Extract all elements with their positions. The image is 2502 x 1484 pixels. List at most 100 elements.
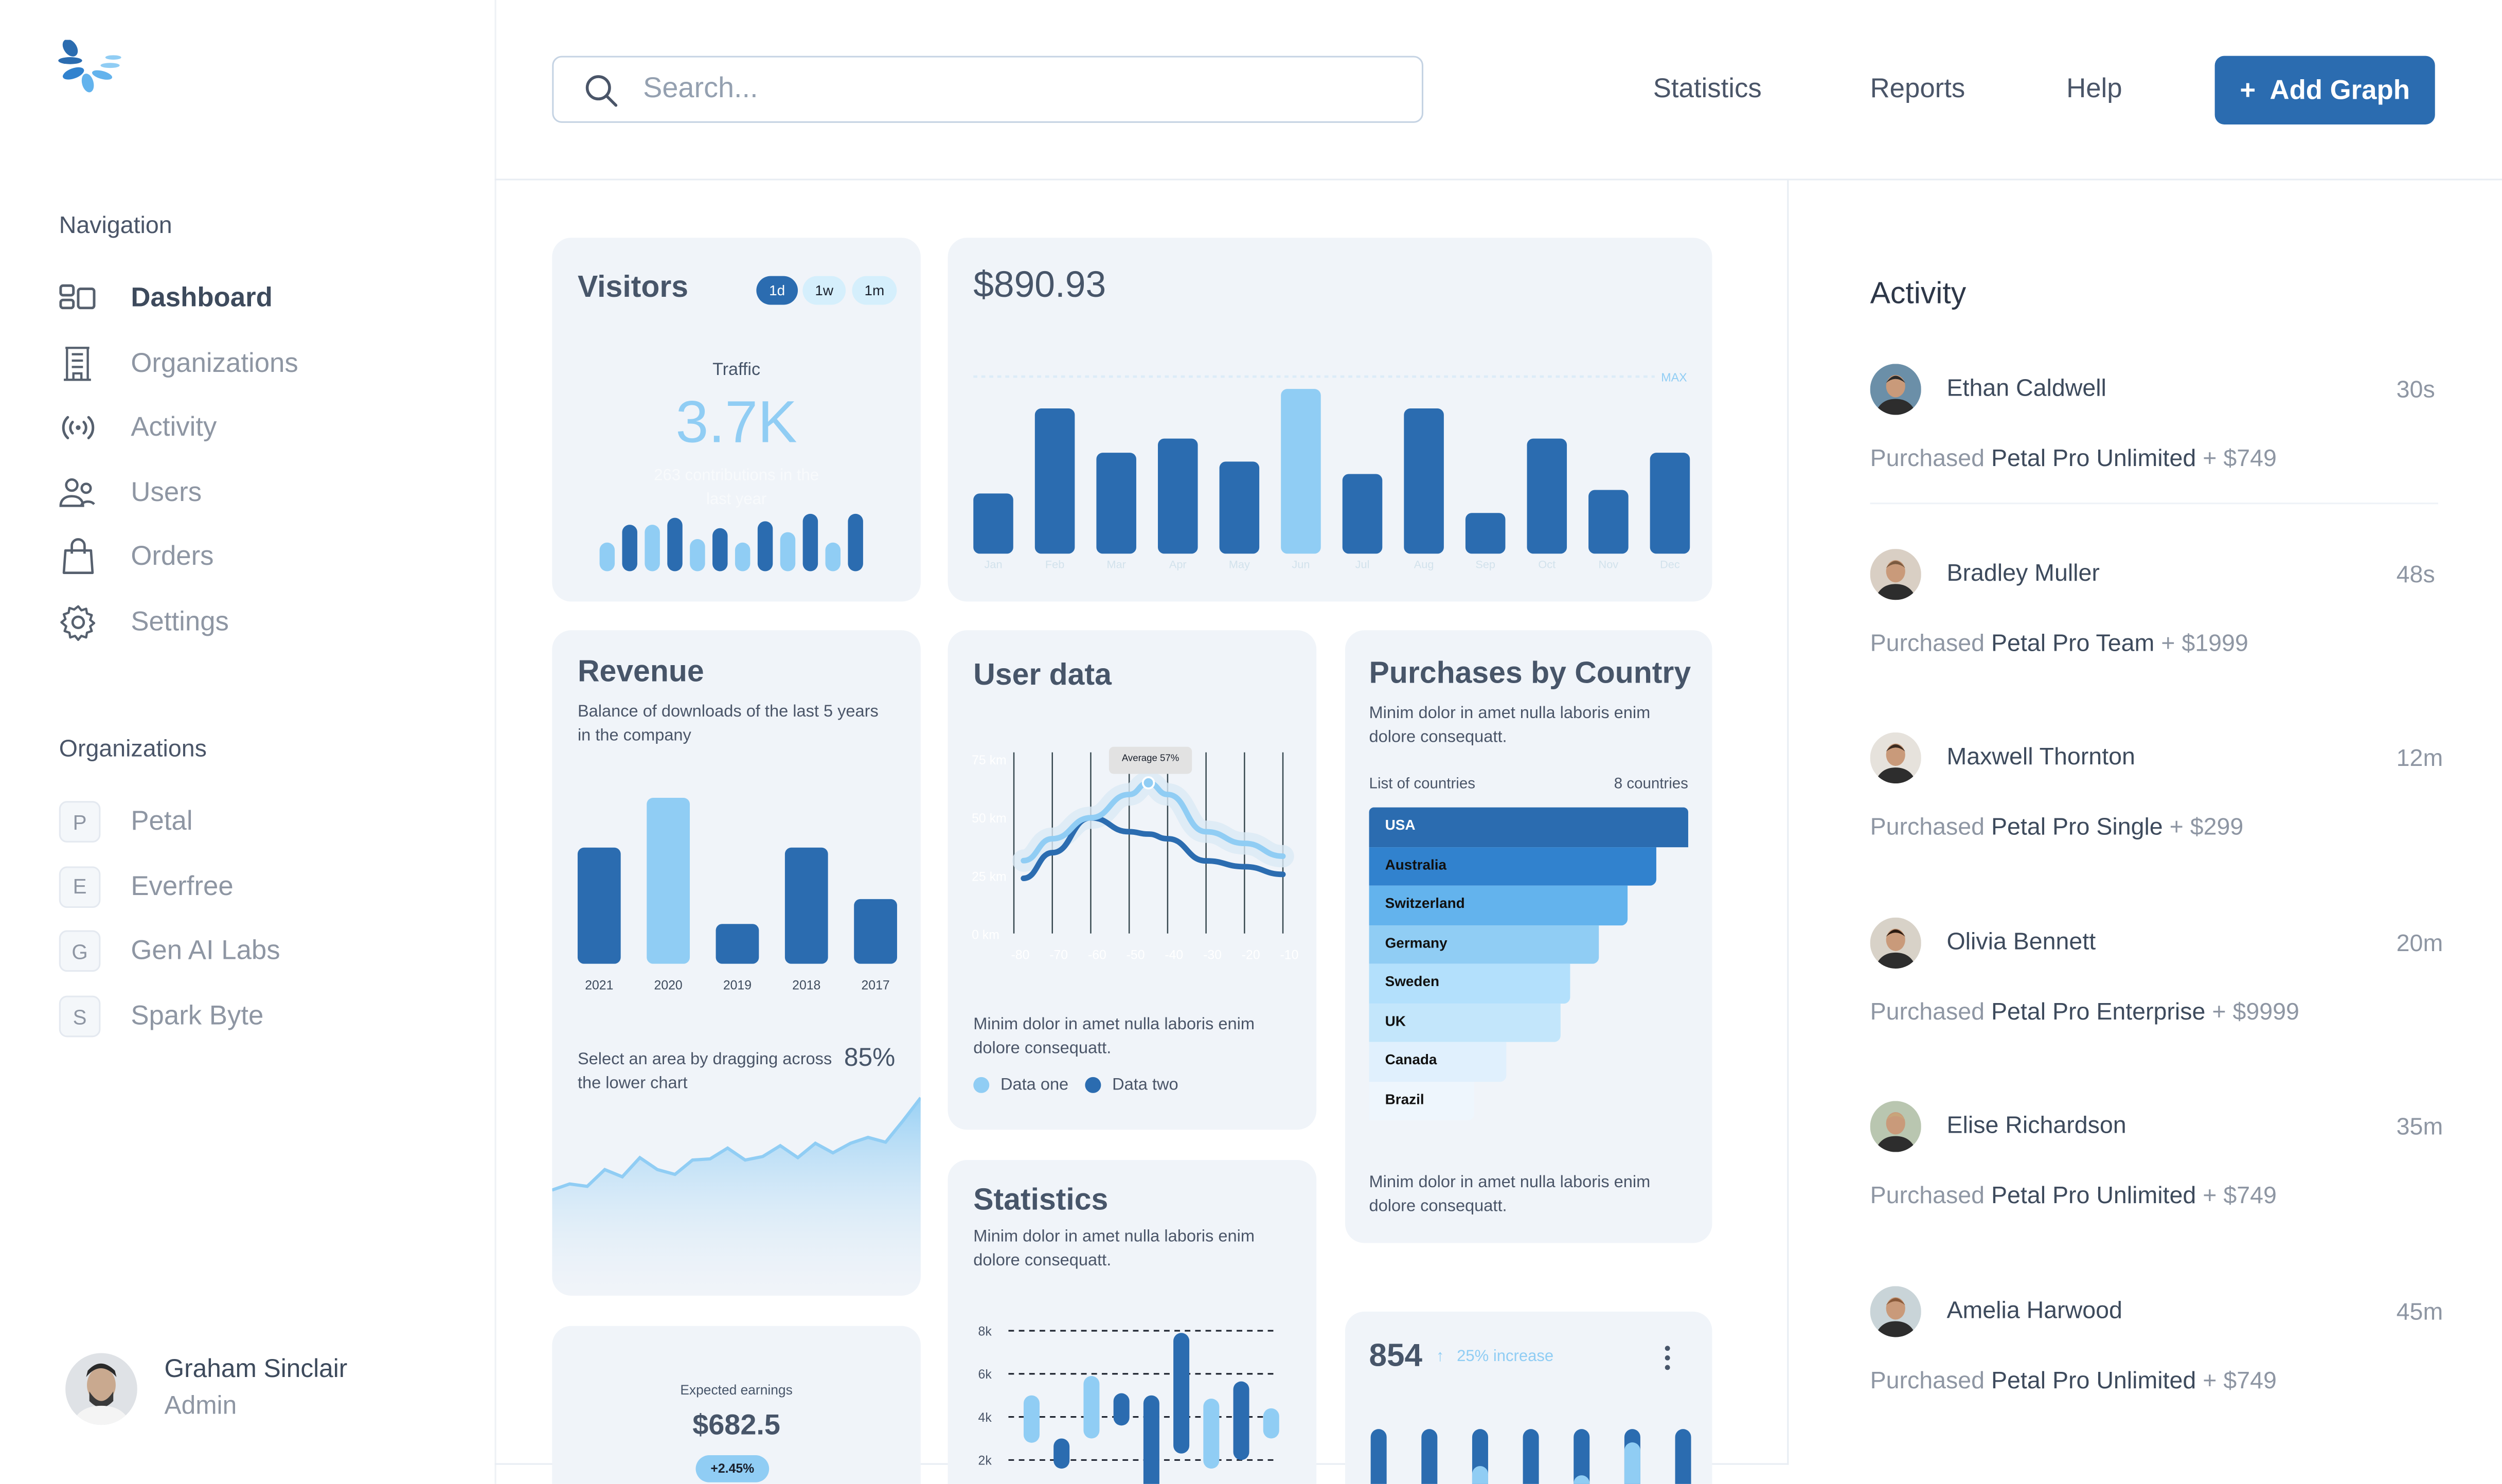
year-bar[interactable] bbox=[577, 847, 621, 964]
legend-data-two[interactable]: Data two bbox=[1112, 1075, 1178, 1095]
month-label: Oct bbox=[1538, 558, 1556, 570]
year-bar[interactable] bbox=[784, 847, 828, 964]
activity-avatar[interactable] bbox=[1870, 1101, 1921, 1152]
activity-avatar[interactable] bbox=[1870, 917, 1921, 968]
country-label: Canada bbox=[1385, 1051, 1437, 1068]
traffic-label: Traffic bbox=[712, 361, 761, 380]
range-bar[interactable] bbox=[1233, 1381, 1249, 1460]
range-bar[interactable] bbox=[1173, 1333, 1190, 1454]
activity-user-name[interactable]: Maxwell Thornton bbox=[1946, 743, 2135, 771]
activity-avatar[interactable] bbox=[1870, 548, 1921, 599]
sidebar-item-orders[interactable]: Orders bbox=[59, 533, 458, 581]
range-bar[interactable] bbox=[1083, 1376, 1100, 1439]
revenue-percent: 85% bbox=[844, 1045, 896, 1072]
purchases-title: Purchases by Country bbox=[1369, 657, 1691, 691]
activity-product[interactable]: Petal Pro Enterprise bbox=[1991, 998, 2206, 1026]
sidebar-item-dashboard[interactable]: Dashboard bbox=[59, 275, 458, 323]
year-bar[interactable] bbox=[716, 924, 759, 964]
range-bar[interactable] bbox=[1023, 1395, 1040, 1443]
increase-bar[interactable] bbox=[1574, 1429, 1590, 1484]
increase-bar[interactable] bbox=[1523, 1429, 1539, 1484]
range-bar[interactable] bbox=[1113, 1393, 1130, 1426]
sidebar-item-organizations[interactable]: Organizations bbox=[59, 339, 458, 387]
country-bar[interactable]: Canada bbox=[1369, 1042, 1507, 1081]
user-avatar[interactable] bbox=[65, 1353, 137, 1425]
month-bar[interactable] bbox=[1465, 513, 1506, 554]
user-role: Admin bbox=[164, 1393, 237, 1420]
country-bar[interactable]: USA bbox=[1369, 807, 1688, 847]
activity-product[interactable]: Petal Pro Single bbox=[1991, 814, 2163, 841]
activity-product[interactable]: Petal Pro Unlimited bbox=[1991, 1366, 2196, 1394]
increase-bar[interactable] bbox=[1675, 1429, 1691, 1484]
search-box[interactable] bbox=[552, 56, 1424, 123]
trend-area bbox=[552, 1098, 921, 1296]
activity-product[interactable]: Petal Pro Team bbox=[1991, 629, 2155, 657]
country-bar[interactable]: Brazil bbox=[1369, 1081, 1475, 1120]
month-bar[interactable] bbox=[1096, 453, 1136, 554]
search-input[interactable] bbox=[639, 70, 1365, 107]
year-bar[interactable] bbox=[854, 899, 897, 964]
year-label: 2017 bbox=[862, 978, 890, 992]
legend-data-one[interactable]: Data one bbox=[1000, 1075, 1069, 1095]
country-bar[interactable]: Sweden bbox=[1369, 963, 1570, 1003]
activity-avatar[interactable] bbox=[1870, 364, 1921, 415]
country-bar[interactable]: Australia bbox=[1369, 846, 1656, 886]
highlight-point[interactable] bbox=[1141, 776, 1155, 790]
month-bar[interactable] bbox=[1157, 438, 1198, 554]
activity-user-name[interactable]: Amelia Harwood bbox=[1946, 1296, 2122, 1324]
nav-link-reports[interactable]: Reports bbox=[1870, 73, 1965, 104]
statistics-card: Statistics Minim dolor in amet nulla lab… bbox=[948, 1160, 1317, 1484]
activity-product[interactable]: Petal Pro Unlimited bbox=[1991, 1182, 2196, 1210]
sidebar-item-users[interactable]: Users bbox=[59, 469, 458, 516]
month-bar[interactable] bbox=[1281, 389, 1321, 554]
year-bar[interactable] bbox=[647, 798, 690, 964]
range-bar[interactable] bbox=[1053, 1438, 1070, 1469]
activity-product[interactable]: Petal Pro Unlimited bbox=[1991, 445, 2196, 473]
activity-avatar[interactable] bbox=[1870, 1285, 1921, 1336]
revenue-trend-chart[interactable] bbox=[552, 1077, 921, 1296]
sidebar-item-activity[interactable]: Activity bbox=[59, 404, 458, 452]
org-item-gen-ai-labs[interactable]: G Gen AI Labs bbox=[59, 927, 458, 975]
month-bar[interactable] bbox=[1650, 453, 1690, 554]
add-graph-button[interactable]: + Add Graph bbox=[2214, 56, 2435, 124]
range-bar[interactable] bbox=[1203, 1399, 1220, 1469]
petal-logo-icon[interactable] bbox=[58, 40, 121, 101]
country-bar[interactable]: Switzerland bbox=[1369, 885, 1628, 925]
country-bar[interactable]: Germany bbox=[1369, 924, 1599, 964]
increase-bar[interactable] bbox=[1421, 1429, 1438, 1484]
sidebar-item-settings[interactable]: Settings bbox=[59, 598, 458, 646]
org-item-everfree[interactable]: E Everfree bbox=[59, 863, 458, 910]
month-bar[interactable] bbox=[1342, 474, 1383, 554]
range-bar[interactable] bbox=[1263, 1408, 1279, 1439]
org-item-spark-byte[interactable]: S Spark Byte bbox=[59, 993, 458, 1041]
sidebar-item-label: Orders bbox=[131, 541, 214, 572]
nav-link-help[interactable]: Help bbox=[2066, 73, 2122, 104]
activity-user-name[interactable]: Ethan Caldwell bbox=[1946, 374, 2106, 402]
org-item-petal[interactable]: P Petal bbox=[59, 798, 458, 846]
activity-user-name[interactable]: Bradley Muller bbox=[1946, 559, 2100, 586]
activity-avatar[interactable] bbox=[1870, 732, 1921, 784]
month-bar[interactable] bbox=[1527, 438, 1567, 554]
range-bar[interactable] bbox=[1143, 1395, 1159, 1484]
range-1d-button[interactable]: 1d bbox=[756, 276, 798, 305]
kebab-menu-icon[interactable] bbox=[1661, 1344, 1674, 1372]
user-data-description: Minim dolor in amet nulla laboris enim d… bbox=[973, 1014, 1255, 1058]
country-bar[interactable]: UK bbox=[1369, 1003, 1561, 1042]
x-tick-label: -20 bbox=[1242, 948, 1260, 962]
month-bar[interactable] bbox=[1034, 408, 1075, 554]
activity-user-name[interactable]: Elise Richardson bbox=[1946, 1112, 2126, 1139]
range-1w-button[interactable]: 1w bbox=[802, 276, 846, 305]
month-bar[interactable] bbox=[1404, 408, 1444, 554]
nav-link-statistics[interactable]: Statistics bbox=[1653, 73, 1762, 104]
month-bar[interactable] bbox=[1588, 490, 1629, 554]
month-bar[interactable] bbox=[1219, 461, 1260, 554]
country-bar-chart: USA Australia Switzerland Germany Sweden UK Ca… bbox=[1369, 807, 1688, 1120]
range-1m-button[interactable]: 1m bbox=[852, 276, 897, 305]
purchases-by-country-card: Purchases by Country Minim dolor in amet… bbox=[1345, 630, 1712, 1243]
sidebar-item-label: Settings bbox=[131, 606, 229, 637]
activity-user-name[interactable]: Olivia Bennett bbox=[1946, 927, 2096, 955]
month-bar[interactable] bbox=[973, 493, 1013, 554]
visitors-title: Visitors bbox=[577, 271, 689, 305]
max-label: MAX bbox=[1661, 370, 1687, 384]
increase-bar[interactable] bbox=[1370, 1429, 1387, 1484]
